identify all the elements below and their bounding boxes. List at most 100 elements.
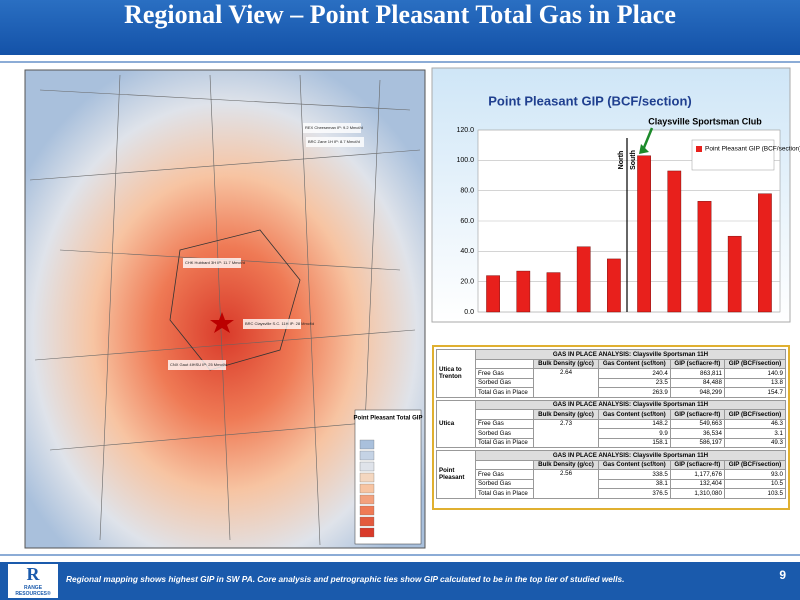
table-row: Free Gas 2.73 148.2 549,663 46.3: [437, 418, 787, 448]
bar: [667, 170, 682, 313]
blank-cell: [474, 358, 535, 369]
table-row: Free Gas 2.56 338.5 1,177,676 93.0: [437, 469, 787, 499]
footer: R RANGE RESOURCES® Regional mapping shows…: [0, 562, 800, 600]
map-legend-swatch: [359, 516, 375, 527]
table-cell: 3.1: [723, 428, 787, 439]
table-cell: 46.3: [723, 418, 787, 429]
map-legend-swatch: [359, 527, 375, 538]
table-cell: 103.5: [723, 488, 787, 499]
section-title: GAS IN PLACE ANALYSIS: Claysville Sports…: [475, 349, 786, 360]
map-label: BRC Zane 1H IP: 8.7 Mmcf/d: [308, 139, 360, 144]
table-cell: 36,534: [669, 428, 725, 439]
table-cell: 338.5: [597, 469, 671, 480]
table-section: Point Pleasant GAS IN PLACE ANALYSIS: Cla…: [436, 450, 787, 499]
table-cell: 549,663: [669, 418, 725, 429]
map-label: CNX Gaut 4IHSU IP: 25 Mmcf/d: [170, 362, 227, 367]
row-label: Free Gas: [474, 418, 535, 429]
column-header: GIP (BCF/section): [723, 358, 787, 369]
bar: [758, 193, 772, 313]
bar: [546, 272, 561, 313]
map-legend-swatch: [359, 461, 375, 472]
row-label: Total Gas in Place: [474, 387, 535, 398]
table-cell: 1,177,676: [669, 469, 725, 480]
table-cell: 93.0: [723, 469, 787, 480]
table-cell: 9.9: [597, 428, 671, 439]
blank-cell: [474, 409, 535, 420]
bar: [486, 275, 500, 313]
table-row: Point Pleasant GAS IN PLACE ANALYSIS: Cla…: [436, 450, 786, 499]
table-row: Total Gas in Place 158.1 586,197 49.3: [437, 437, 787, 448]
y-tick-label: 120.0: [456, 127, 474, 134]
footer-text: Regional mapping shows highest GIP in SW…: [66, 574, 625, 584]
table-row: Bulk Density (g/cc) Gas Content (scf/ton)…: [437, 459, 787, 470]
column-header: Bulk Density (g/cc): [533, 459, 599, 470]
map-label-box: [243, 319, 301, 329]
row-label: Sorbed Gas: [474, 377, 535, 388]
map: [24, 69, 426, 549]
column-header: GIP (BCF/section): [723, 409, 787, 420]
column-header: Gas Content (scf/ton): [597, 358, 671, 369]
table-section: Utica GAS IN PLACE ANALYSIS: Claysville S…: [436, 399, 787, 449]
y-tick-label: 20.0: [460, 279, 474, 286]
map-label-box: [183, 258, 241, 268]
chart-title: Point Pleasant GIP (BCF/section): [488, 93, 691, 108]
table-row: Utica GAS IN PLACE ANALYSIS: Claysville S…: [436, 399, 786, 448]
legend-label: Point Pleasant GIP (BCF/section): [705, 146, 800, 153]
y-tick-label: 40.0: [460, 248, 474, 255]
table-cell: 158.1: [597, 437, 671, 448]
row-group-label: Utica: [436, 399, 476, 448]
section-title: GAS IN PLACE ANALYSIS: Claysville Sports…: [475, 450, 786, 461]
table-row: Sorbed Gas 23.5 84,488 13.8: [437, 377, 787, 388]
annotation: Claysville Sportsman Club: [648, 116, 762, 126]
bar: [607, 258, 621, 313]
table-cell: 376.5: [597, 488, 671, 499]
table-section: Utica to Trenton GAS IN PLACE ANALYSIS: C…: [436, 349, 787, 398]
y-tick-label: 0.0: [464, 309, 474, 316]
table-cell: 23.5: [597, 377, 671, 388]
annotation-arrow: [641, 127, 654, 151]
blank-cell: [474, 459, 535, 470]
map-legend-swatch: [359, 450, 375, 461]
table-cell: 84,488: [669, 377, 725, 388]
map-label-box: [306, 137, 364, 147]
row-label: Sorbed Gas: [474, 478, 535, 489]
map-legend-title: Point Pleasant Total GIP: [354, 416, 423, 422]
table-cell: 2.64: [533, 368, 599, 398]
slide-graphics: REX Cheeseman IP: 9.2 Mmcf/d BRC Zane 1H …: [0, 61, 800, 556]
table-cell: 240.4: [597, 368, 671, 379]
y-tick-label: 80.0: [460, 188, 474, 195]
table-cell: 263.9: [597, 387, 671, 398]
bar: [516, 270, 531, 313]
table-row: Utica to Trenton GAS IN PLACE ANALYSIS: C…: [436, 349, 786, 398]
row-label: Total Gas in Place: [474, 437, 535, 448]
table-row: Free Gas 2.64 240.4 863,811 140.9: [437, 368, 787, 398]
map-legend-swatch: [359, 505, 375, 516]
logo: R RANGE RESOURCES®: [8, 564, 58, 598]
table-cell: 1,310,080: [669, 488, 725, 499]
gip-table: Utica to Trenton GAS IN PLACE ANALYSIS: C…: [432, 345, 790, 510]
table-cell: 148.2: [597, 418, 671, 429]
map-label: BRC Claysville S.C. 11H IP: 28 Mmcf/d: [245, 321, 314, 326]
county-lines: [169, 229, 301, 371]
table-cell: 10.5: [723, 478, 787, 489]
column-header: Bulk Density (g/cc): [533, 358, 599, 369]
column-header: Gas Content (scf/ton): [597, 409, 671, 420]
map-legend-swatch: [359, 439, 375, 450]
y-tick-label: 100.0: [456, 157, 474, 164]
row-label: Free Gas: [474, 368, 535, 379]
table-cell: 13.8: [723, 377, 787, 388]
bar: [727, 235, 742, 313]
table-cell: 2.56: [533, 469, 599, 499]
column-header: GIP (BCF/section): [723, 459, 787, 470]
annotation: South: [630, 150, 637, 170]
legend-swatch: [696, 146, 702, 152]
map-label: REX Cheeseman IP: 9.2 Mmcf/d: [305, 125, 363, 130]
annotation-arrow: [639, 144, 649, 154]
map-legend-swatch: [359, 494, 375, 505]
row-group-label: Point Pleasant: [436, 450, 476, 499]
table-cell: 863,811: [669, 368, 725, 379]
section-title: GAS IN PLACE ANALYSIS: Claysville Sports…: [475, 399, 786, 410]
annotation: North: [618, 151, 625, 170]
table-cell: 132,404: [669, 478, 725, 489]
